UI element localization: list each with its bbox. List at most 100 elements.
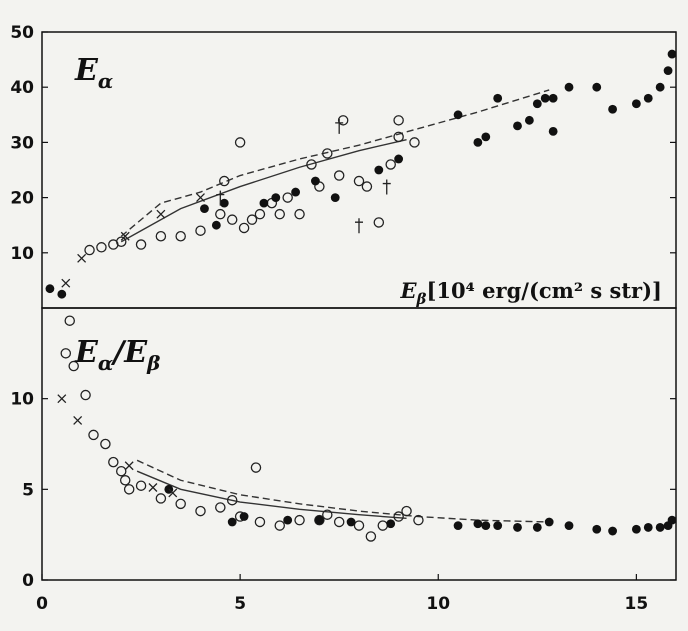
data-point-filled-circle	[473, 138, 483, 147]
data-point-filled-circle	[564, 82, 574, 92]
data-point-cross	[124, 461, 134, 471]
data-point-open-circle	[64, 315, 75, 326]
data-point-open-circle	[195, 225, 206, 236]
data-point-cross	[168, 488, 178, 498]
data-point-open-circle	[238, 222, 250, 234]
data-point-cross	[77, 253, 87, 263]
data-point-open-circle	[306, 159, 317, 170]
data-point-open-circle	[254, 208, 266, 220]
data-point-open-circle	[294, 514, 305, 526]
data-point-open-circle	[373, 217, 385, 228]
data-point-open-circle	[68, 360, 79, 372]
data-point-open-circle	[353, 520, 365, 531]
data-point-open-circle	[219, 175, 230, 187]
data-point-filled-circle	[330, 193, 340, 203]
data-point-open-circle	[116, 236, 127, 248]
data-point-filled-circle	[655, 82, 665, 92]
data-point-filled-circle	[227, 517, 237, 527]
data-point-open-circle	[155, 493, 167, 504]
data-point-filled-circle	[211, 220, 221, 230]
data-point-filled-circle	[219, 198, 229, 208]
data-point-open-circle	[234, 137, 246, 148]
data-point-filled-circle	[493, 93, 503, 103]
data-point-open-circle	[96, 242, 107, 253]
data-point-filled-circle	[544, 517, 554, 527]
data-point-filled-circle	[453, 110, 463, 120]
data-point-open-circle	[226, 214, 238, 225]
data-point-cross	[57, 394, 67, 404]
data-point-filled-circle	[386, 519, 396, 529]
data-point-filled-circle	[481, 521, 491, 530]
data-point-open-circle	[413, 514, 424, 526]
data-point-cross	[61, 278, 71, 288]
fit-line-dashed	[136, 459, 550, 523]
data-point-cross	[196, 193, 205, 203]
fit-line-solid	[120, 138, 407, 243]
x-tick-label: 10	[426, 594, 450, 614]
y-tick-label: 10	[10, 244, 34, 264]
data-point-filled-circle	[239, 512, 249, 521]
data-point-open-circle	[88, 429, 99, 441]
x-tick-label: 5	[234, 594, 246, 614]
data-point-filled-circle	[283, 515, 293, 525]
lower-panel: 0 5 10 0 5 10 15 Eα/Eβ	[10, 315, 677, 614]
data-point-filled-circle	[473, 519, 483, 529]
data-point-open-circle	[135, 239, 147, 250]
data-point-filled-circle	[608, 104, 617, 114]
data-point-filled-circle	[45, 284, 55, 294]
fit-line-dashed	[120, 89, 550, 237]
data-point-open-circle	[116, 465, 127, 477]
data-point-open-circle	[393, 131, 404, 143]
data-point-cross	[156, 209, 166, 219]
data-point-open-circle	[409, 137, 420, 148]
data-point-open-circle	[385, 159, 396, 170]
data-point-open-circle	[333, 170, 345, 181]
data-point-open-circle	[314, 514, 325, 526]
data-point-open-circle	[155, 230, 167, 242]
data-point-open-circle	[84, 244, 95, 256]
data-point-filled-circle	[524, 115, 534, 125]
x-tick-label: 0	[36, 594, 48, 614]
lower-panel-frame	[41, 307, 677, 581]
data-point-dagger	[335, 118, 344, 134]
data-point-filled-circle	[271, 193, 281, 203]
data-point-filled-circle	[346, 517, 356, 527]
data-point-filled-circle	[453, 521, 463, 530]
data-point-open-circle	[337, 115, 349, 126]
data-point-open-circle	[294, 208, 305, 220]
data-point-open-circle	[353, 175, 365, 187]
data-point-open-circle	[393, 115, 404, 126]
data-point-filled-circle	[663, 66, 673, 76]
y-tick-label: 20	[10, 189, 34, 209]
data-point-open-circle	[254, 516, 266, 528]
data-point-filled-circle	[394, 154, 404, 164]
data-point-open-circle	[250, 462, 262, 473]
data-point-filled-circle	[374, 165, 384, 175]
data-point-filled-circle	[608, 526, 617, 536]
y-tick-label: 40	[10, 78, 34, 98]
y-tick-label: 5	[22, 480, 34, 500]
data-point-open-circle	[226, 494, 238, 506]
data-point-open-circle	[215, 502, 226, 513]
data-point-filled-circle	[57, 289, 67, 299]
data-point-open-circle	[393, 511, 404, 522]
data-point-open-circle	[195, 505, 206, 517]
data-point-filled-circle	[655, 523, 665, 532]
fit-line-solid	[136, 470, 407, 520]
data-point-filled-circle	[513, 523, 522, 532]
data-point-filled-circle	[481, 132, 491, 142]
data-point-filled-circle	[592, 82, 602, 92]
data-point-open-circle	[401, 505, 412, 517]
y-tick-label: 0	[22, 571, 34, 591]
data-point-open-circle	[282, 192, 293, 203]
data-point-cross	[120, 231, 130, 241]
data-point-filled-circle	[548, 93, 558, 103]
upper-panel-title: Eα	[74, 53, 113, 93]
data-point-open-circle	[274, 520, 285, 531]
y-tick-label: 50	[10, 23, 34, 43]
data-point-filled-circle	[532, 99, 542, 109]
data-point-open-circle	[123, 484, 135, 495]
data-point-filled-circle	[643, 523, 653, 532]
data-point-open-circle	[322, 509, 333, 520]
